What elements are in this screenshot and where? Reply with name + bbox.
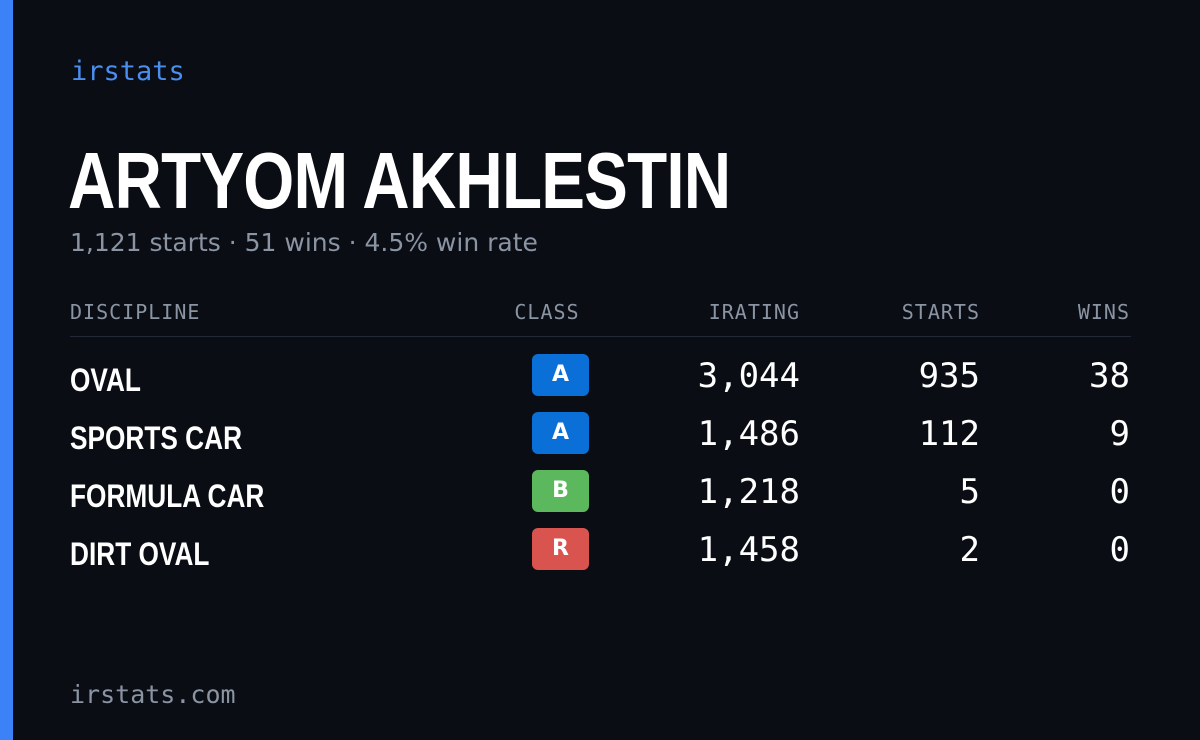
row-discipline: OVAL <box>70 362 141 398</box>
row-wins: 0 <box>1109 530 1130 570</box>
row-irating: 1,458 <box>697 530 800 570</box>
table-header: DISCIPLINE CLASS IRATING STARTS WINS <box>70 298 1131 337</box>
row-starts: 5 <box>959 472 980 512</box>
class-badge: R <box>532 528 589 570</box>
table-body: OVAL A 3,044 935 38 SPORTS CAR A 1,486 1… <box>70 352 1131 584</box>
header-wins: WINS <box>1077 300 1130 324</box>
table-row: SPORTS CAR A 1,486 112 9 <box>70 410 1131 468</box>
header-class: CLASS <box>514 300 580 324</box>
footer-url: irstats.com <box>70 680 236 709</box>
row-discipline: DIRT OVAL <box>70 536 210 572</box>
header-discipline: DISCIPLINE <box>70 300 201 324</box>
brand-logo-text: irstats <box>71 56 185 87</box>
header-irating: IRATING <box>708 300 800 324</box>
table-row: DIRT OVAL R 1,458 2 0 <box>70 526 1131 584</box>
row-starts: 935 <box>918 356 980 396</box>
row-irating: 1,486 <box>697 414 800 454</box>
row-irating: 1,218 <box>697 472 800 512</box>
class-badge: A <box>532 354 589 396</box>
row-starts: 112 <box>918 414 980 454</box>
row-irating: 3,044 <box>697 356 800 396</box>
class-badge: A <box>532 412 589 454</box>
row-wins: 38 <box>1089 356 1130 396</box>
header-starts: STARTS <box>901 300 980 324</box>
table-row: OVAL A 3,044 935 38 <box>70 352 1131 410</box>
row-starts: 2 <box>959 530 980 570</box>
driver-name: ARTYOM AKHLESTIN <box>68 136 731 225</box>
class-badge: B <box>532 470 589 512</box>
accent-bar <box>0 0 13 740</box>
table-row: FORMULA CAR B 1,218 5 0 <box>70 468 1131 526</box>
driver-summary: 1,121 starts · 51 wins · 4.5% win rate <box>70 228 538 257</box>
row-wins: 9 <box>1109 414 1130 454</box>
row-discipline: FORMULA CAR <box>70 478 265 514</box>
row-discipline: SPORTS CAR <box>70 420 243 456</box>
row-wins: 0 <box>1109 472 1130 512</box>
